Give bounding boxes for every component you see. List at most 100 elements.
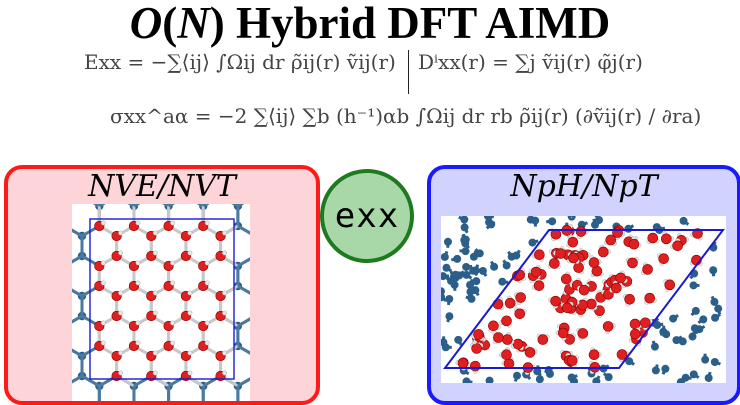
periodic-image-atom: [709, 266, 717, 274]
ice-hexagonal-snapshot: [72, 204, 250, 401]
hydrogen-atom: [222, 371, 226, 375]
oxygen-atom: [502, 350, 512, 360]
hydrogen-atom: [170, 281, 174, 285]
periodic-image-atom: [503, 261, 511, 269]
oxygen-atom: [579, 285, 589, 295]
oxygen-atom: [630, 329, 640, 339]
periodic-image-atom: [624, 225, 632, 233]
periodic-image-atom: [442, 343, 450, 351]
periodic-image-atom: [466, 288, 474, 296]
periodic-image-atom: [462, 247, 470, 255]
hydrogen-atom: [153, 251, 157, 255]
periodic-image-atom: [498, 278, 506, 286]
hydrogen-atom: [205, 281, 209, 285]
hydrogen-atom: [170, 221, 174, 225]
exx-circle: exx: [320, 169, 414, 263]
oxygen-atom: [645, 293, 655, 303]
hydrogen-atom: [101, 341, 105, 345]
hydrogen-atom: [205, 261, 209, 265]
hydrogen-atom: [205, 221, 209, 225]
exchange-stress-equation: σxx^aα = −2 ∑⟨ij⟩ ∑b (h⁻¹)αb ∫Ωij dr rb …: [110, 104, 701, 128]
liquid-water-snapshot: [441, 216, 726, 383]
periodic-image-atom: [528, 239, 536, 247]
oxygen-atom: [534, 281, 544, 291]
oxygen-atom: [525, 347, 535, 357]
exx-label: exx: [335, 196, 399, 236]
periodic-image-atom: [705, 374, 713, 382]
nph-npt-label: NpH/NpT: [431, 169, 737, 205]
hydrogen-atom: [170, 341, 174, 345]
hydrogen-atom: [170, 261, 174, 265]
hydrogen-atom: [188, 231, 192, 235]
periodic-image-atom: [699, 315, 707, 323]
periodic-image-atom: [659, 328, 667, 336]
periodic-image-atom: [652, 366, 660, 374]
periodic-image-atom: [690, 370, 698, 378]
hydrogen-atom: [118, 371, 122, 375]
hydrogen-atom: [153, 311, 157, 315]
hydrogen-atom: [153, 371, 157, 375]
periodic-image-atom: [452, 271, 460, 279]
oxygen-atom: [516, 293, 526, 303]
hydrogen-atom: [136, 341, 140, 345]
periodic-image-atom: [710, 298, 718, 306]
oxygen-atom: [505, 298, 515, 308]
periodic-image-atom: [536, 375, 544, 383]
oxygen-atom: [556, 249, 566, 259]
page-title: O(N) Hybrid DFT AIMD: [0, 0, 740, 48]
hydrogen-atom: [188, 351, 192, 355]
oxygen-atom: [502, 335, 512, 345]
hydrogen-atom: [101, 281, 105, 285]
oxygen-atom: [549, 258, 559, 268]
hydrogen-atom: [188, 251, 192, 255]
periodic-image-atom: [441, 253, 449, 261]
hydrogen-atom: [101, 321, 105, 325]
exchange-energy-equation: Exx = −∑⟨ij⟩ ∫Ωij dr ρ̃ij(r) ṽij(r): [84, 50, 396, 74]
hydrogen-atom: [153, 351, 157, 355]
oxygen-atom: [531, 267, 541, 277]
periodic-image-atom: [531, 217, 539, 225]
oxygen-atom: [488, 321, 498, 331]
periodic-image-atom: [661, 365, 669, 373]
periodic-image-atom: [591, 221, 599, 229]
oxygen-atom: [606, 235, 616, 245]
oxygen-atom: [598, 247, 608, 257]
nve-nvt-label: NVE/NVT: [8, 169, 316, 205]
oxygen-atom: [616, 273, 626, 283]
oxygen-atom: [534, 250, 544, 260]
hydrogen-atom: [222, 311, 226, 315]
hydrogen-atom: [188, 311, 192, 315]
periodic-image-atom: [460, 236, 468, 244]
periodic-image-atom: [680, 217, 688, 225]
oxygen-atom: [665, 280, 675, 290]
periodic-image-atom: [442, 264, 450, 272]
oxygen-atom: [576, 227, 586, 237]
oxygen-atom: [472, 343, 482, 353]
hydrogen-atom: [222, 351, 226, 355]
oxygen-atom: [659, 254, 669, 264]
hydrogen-atom: [101, 261, 105, 265]
periodic-image-atom: [605, 373, 613, 381]
oxygen-atom: [558, 328, 568, 338]
oxygen-atom: [648, 233, 658, 243]
oxygen-atom: [502, 316, 512, 326]
hydrogen-atom: [170, 321, 174, 325]
periodic-image-atom: [669, 315, 677, 323]
hydrogen-atom: [118, 251, 122, 255]
periodic-image-atom: [466, 281, 474, 289]
oxygen-atom: [551, 296, 561, 306]
hydrogen-atom: [205, 341, 209, 345]
periodic-image-atom: [453, 255, 461, 263]
hydrogen-atom: [136, 261, 140, 265]
periodic-image-atom: [548, 217, 556, 225]
periodic-image-atom: [701, 356, 709, 364]
hydrogen-atom: [153, 291, 157, 295]
oxygen-atom: [640, 318, 650, 328]
hydrogen-atom: [118, 351, 122, 355]
oxygen-atom: [561, 274, 571, 284]
periodic-image-atom: [490, 263, 498, 271]
oxygen-atom: [568, 237, 578, 247]
oxygen-atom: [493, 333, 503, 343]
oxygen-atom: [574, 263, 584, 273]
oxygen-atom: [611, 283, 621, 293]
